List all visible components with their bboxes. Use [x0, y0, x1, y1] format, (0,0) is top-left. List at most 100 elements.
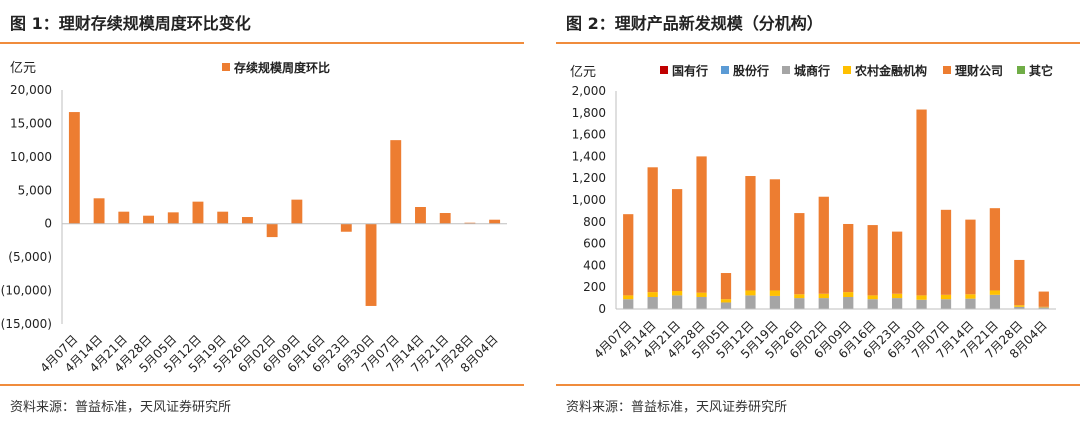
legend-swatch	[721, 66, 729, 74]
bar-segment	[647, 292, 658, 298]
y-tick-label: 15,000	[10, 116, 52, 130]
bar	[192, 201, 204, 224]
bar-segment	[745, 290, 756, 296]
bar-segment	[647, 297, 658, 309]
figure-source: 资料来源：普益标准，天风证券研究所	[10, 400, 232, 415]
bar-segment	[1038, 291, 1049, 307]
legend-label: 农村金融机构	[854, 63, 927, 78]
y-axis-unit: 亿元	[10, 61, 36, 76]
bar	[143, 215, 154, 224]
bar-chart-wow-change: 亿元 20,000 15,000 10,000 5,000 0 (5,000) (10,000…	[1, 60, 507, 375]
bar-segment	[769, 290, 781, 296]
bar-segment	[794, 294, 805, 299]
y-tick-label: 0	[44, 217, 52, 231]
y-tick-label: 1,000	[572, 193, 606, 207]
y-tick-label: 800	[583, 215, 606, 229]
y-tick-label: 600	[583, 237, 606, 251]
legend-swatch	[843, 66, 851, 74]
y-tick-label: 2,000	[572, 84, 606, 98]
y-axis-unit: 亿元	[570, 65, 596, 80]
bar-segment	[916, 295, 927, 300]
bar-segment	[1038, 306, 1049, 308]
bar-segment	[769, 179, 781, 291]
legend-swatch	[782, 66, 790, 74]
bar-segment	[843, 292, 854, 298]
bar	[390, 140, 402, 224]
bar	[118, 211, 130, 224]
bar-segment	[671, 295, 683, 309]
bar	[68, 112, 80, 224]
legend-swatch	[222, 63, 230, 71]
legend-swatch	[660, 66, 668, 74]
bar-segment	[696, 156, 707, 293]
bar-segment	[891, 293, 903, 299]
figure-title: 图 1：理财存续规模周度环比变化	[10, 14, 251, 33]
bar-segment	[794, 213, 805, 295]
bar-segment	[940, 209, 952, 295]
legend-label: 理财公司	[955, 63, 1003, 78]
bar-segment	[1014, 259, 1025, 306]
bar-segment	[916, 299, 927, 309]
source-divider	[0, 384, 524, 386]
bar-segment	[720, 273, 732, 300]
y-tick-label: 1,200	[572, 171, 606, 185]
bar-segment	[1014, 305, 1025, 307]
bar-segment	[623, 214, 634, 296]
stacked-bar-chart-new-issuance: 亿元 0 200 400 600 800 1,000 1,200 1,400 1,600 1,800…	[570, 63, 1056, 361]
bar-segment	[989, 208, 1001, 291]
figure-title: 图 2：理财产品新发规模（分机构）	[566, 14, 823, 33]
y-tick-label: (15,000)	[1, 317, 52, 331]
chart-panel-left: 图 1：理财存续规模周度环比变化 亿元 20,000 15,000 10,000 5,0…	[0, 0, 524, 423]
bar	[291, 199, 303, 224]
bar	[167, 212, 179, 224]
y-tick-label: (5,000)	[8, 250, 52, 264]
bar-segment	[1038, 307, 1049, 309]
bar-segment	[769, 295, 781, 309]
bar-segment	[745, 176, 756, 291]
legend-label: 城商行	[794, 63, 830, 78]
legend-label: 存续规模周度环比	[233, 60, 330, 75]
bar	[241, 217, 253, 224]
bar-segment	[843, 223, 854, 293]
bar-segment	[818, 298, 829, 309]
bar-segment	[867, 299, 878, 309]
figure-source: 资料来源：普益标准，天风证券研究所	[566, 400, 788, 415]
bar-segment	[940, 294, 952, 300]
bar	[340, 223, 352, 232]
legend-swatch	[943, 66, 951, 74]
legend-swatch	[1017, 66, 1025, 74]
y-tick-label: 1,400	[572, 149, 606, 163]
legend-label: 其它	[1029, 63, 1053, 78]
bar-segment	[647, 167, 658, 293]
bar-segment	[818, 293, 829, 299]
bar-segment	[843, 297, 854, 309]
y-tick-label: 1,800	[572, 106, 606, 120]
bar-segment	[965, 219, 976, 295]
bar	[464, 222, 476, 224]
bar-segment	[891, 298, 903, 309]
bar-segment	[745, 295, 756, 309]
bar-segment	[671, 291, 683, 296]
bar	[489, 219, 501, 224]
y-tick-label: 10,000	[10, 150, 52, 164]
bar	[365, 223, 377, 306]
bar-segment	[696, 297, 707, 309]
legend-label: 股份行	[733, 63, 769, 78]
bar-segment	[867, 225, 878, 296]
bar-segment	[989, 290, 1001, 295]
chart-panel-right: 图 2：理财产品新发规模（分机构） 亿元 0 200 400 600 800 1,000 1,…	[556, 0, 1080, 423]
bar-segment	[989, 294, 1001, 309]
y-tick-label: 1,600	[572, 128, 606, 142]
bar-segment	[940, 299, 952, 309]
bar	[93, 198, 105, 224]
bar-segment	[720, 302, 732, 309]
bar-segment	[720, 299, 732, 303]
bar-segment	[818, 196, 829, 294]
title-divider	[556, 42, 1080, 44]
bar	[439, 213, 451, 224]
y-tick-label: 200	[583, 280, 606, 294]
bar	[415, 207, 426, 224]
bar-segment	[867, 295, 878, 300]
bar-segment	[794, 298, 805, 309]
bar-segment	[671, 189, 683, 292]
